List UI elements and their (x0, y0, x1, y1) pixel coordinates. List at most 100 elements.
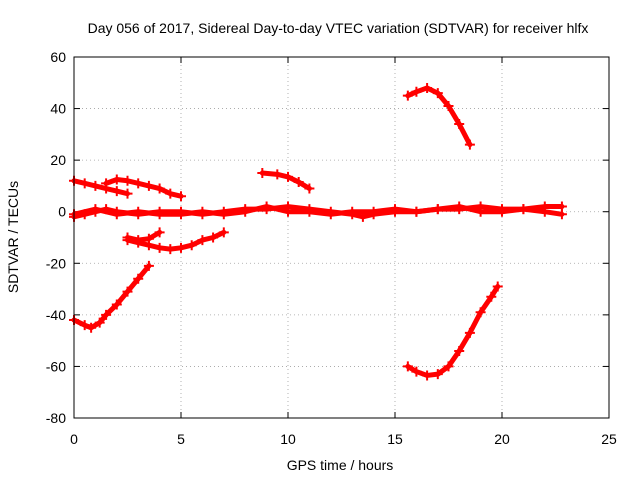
data-point (165, 244, 176, 255)
data-point (101, 309, 112, 320)
data-point (176, 209, 186, 220)
data-point (443, 361, 454, 372)
data-point (475, 307, 486, 318)
data-point (133, 206, 144, 217)
data-point (111, 209, 122, 220)
series-arc-f (259, 170, 312, 192)
y-tick-label: -20 (46, 255, 66, 271)
ticks: 0 5 10 15 20 25 -80 -60 -40 -20 0 20 40 60 (46, 49, 617, 447)
data-point (539, 206, 550, 217)
data-point (122, 235, 133, 246)
data-point (454, 201, 465, 212)
data-point (79, 320, 90, 331)
data-point (422, 82, 433, 93)
data-point (218, 227, 229, 238)
data-point (79, 178, 90, 189)
data-point (443, 100, 454, 111)
data-point (86, 322, 97, 333)
y-axis-label: SDTVAR / TECUs (5, 181, 21, 293)
series-arc-c (125, 229, 163, 243)
y-tick-label: -40 (46, 307, 66, 323)
data-point (186, 240, 197, 251)
data-point (90, 204, 101, 215)
data-point (518, 204, 529, 215)
data-point (464, 139, 475, 150)
data-point (257, 168, 268, 179)
x-tick-label: 10 (280, 431, 296, 447)
data-point (411, 366, 422, 377)
data-point (402, 90, 413, 101)
data-point (556, 209, 567, 220)
data-point (154, 209, 165, 220)
data-point (411, 206, 422, 217)
y-tick-label: 60 (50, 49, 66, 65)
data-point (122, 188, 133, 199)
x-tick-label: 20 (494, 431, 510, 447)
data-point (154, 183, 165, 194)
data-point (475, 206, 486, 217)
data-point (122, 175, 133, 186)
data-point (261, 201, 272, 212)
data-point (176, 242, 186, 253)
data-point (304, 183, 315, 194)
data-point (143, 260, 154, 271)
data-point (432, 369, 443, 380)
data-point (133, 237, 144, 248)
data-point (293, 177, 304, 188)
data-point (464, 327, 475, 338)
data-point (283, 171, 293, 182)
data-point (402, 361, 413, 372)
data-point (133, 178, 144, 189)
data-point (325, 209, 336, 220)
series-arc-d (125, 229, 227, 252)
data-point (111, 174, 122, 185)
x-tick-label: 5 (177, 431, 185, 447)
data-point (432, 204, 443, 215)
grid (74, 57, 609, 418)
data-point (154, 242, 165, 253)
x-tick-label: 15 (387, 431, 403, 447)
data-point (486, 291, 497, 302)
data-point (122, 286, 133, 297)
data-point (111, 299, 122, 310)
data-point (347, 206, 358, 217)
data-point (497, 206, 507, 217)
data-point (454, 119, 465, 130)
series-layer (69, 82, 567, 381)
y-tick-label: -80 (46, 410, 66, 426)
data-point (208, 232, 219, 243)
plot-frame (73, 56, 610, 419)
data-point (368, 206, 379, 217)
data-point (111, 186, 122, 197)
x-tick-label: 0 (70, 431, 78, 447)
data-point (454, 345, 465, 356)
data-point (390, 204, 400, 215)
data-point (90, 180, 101, 191)
data-point (94, 317, 105, 328)
data-point (283, 206, 293, 217)
data-point (165, 188, 176, 199)
data-point (143, 180, 154, 191)
data-point (432, 88, 443, 99)
x-axis-label: GPS time / hours (287, 457, 394, 473)
data-point (422, 370, 433, 381)
data-point (272, 169, 283, 180)
y-tick-label: 20 (50, 152, 66, 168)
chart-title: Day 056 of 2017, Sidereal Day-to-day VTE… (88, 20, 589, 36)
data-point (197, 235, 208, 246)
x-tick-label: 25 (601, 431, 617, 447)
data-point (492, 281, 503, 292)
y-tick-label: -60 (46, 358, 66, 374)
data-point (154, 227, 165, 238)
data-point (240, 206, 251, 217)
data-point (143, 240, 154, 251)
data-point (411, 86, 422, 97)
data-point (304, 206, 315, 217)
data-point (218, 209, 229, 220)
data-point (197, 206, 208, 217)
y-tick-label: 40 (50, 101, 66, 117)
data-point (176, 191, 186, 202)
series-arc-h (405, 283, 501, 378)
data-point (133, 273, 144, 284)
